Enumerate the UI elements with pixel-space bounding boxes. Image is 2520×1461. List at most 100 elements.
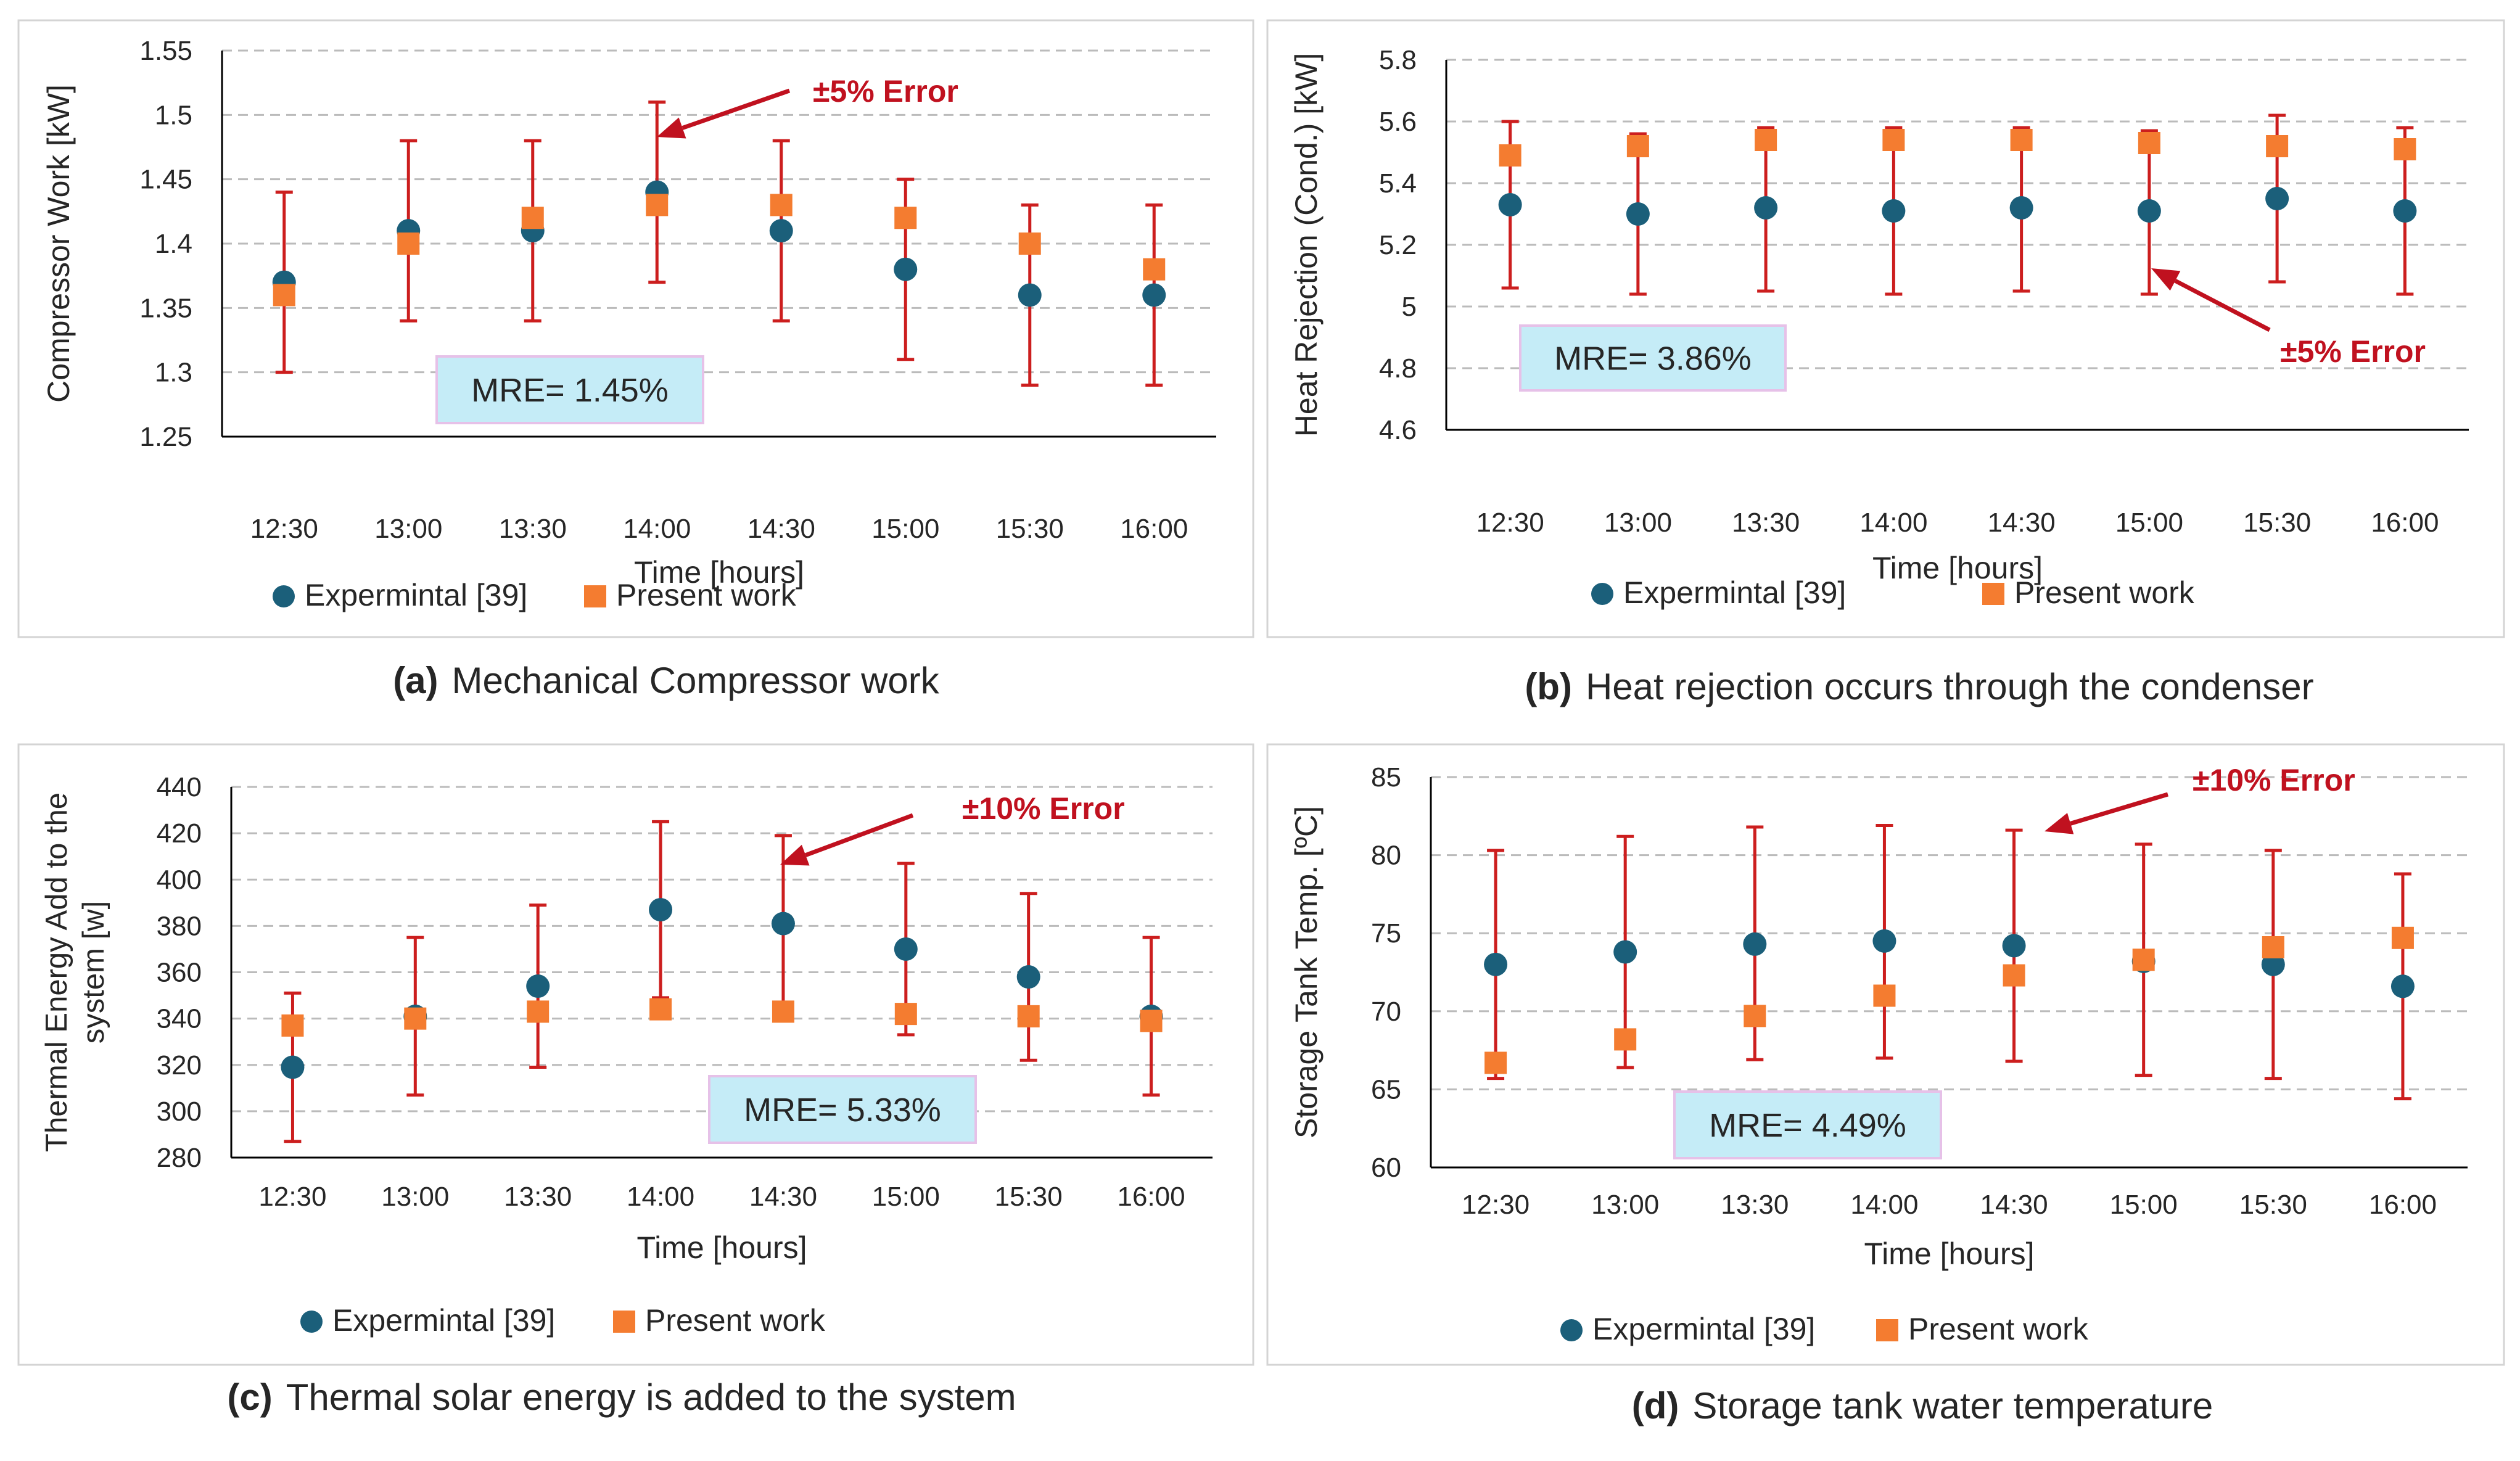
present-work-point xyxy=(894,1003,917,1026)
experimental-point xyxy=(1626,202,1650,226)
annotation-arrow-head xyxy=(2044,813,2074,834)
present-work-point xyxy=(1143,258,1166,281)
present-work-point xyxy=(2003,964,2025,987)
experimental-point xyxy=(1498,193,1522,216)
chart-frame xyxy=(17,743,1254,1366)
legend-experimental-label: Expermintal [39] xyxy=(305,578,527,612)
present-work-point xyxy=(2138,132,2160,154)
y-tick-label: 440 xyxy=(157,772,202,802)
present-work-point xyxy=(2391,926,2414,949)
x-tick-label: 13:30 xyxy=(504,1182,572,1212)
experimental-point xyxy=(894,937,918,961)
panel-caption: (d) Storage tank water temperature xyxy=(1632,1385,2213,1426)
present-work-point xyxy=(770,194,793,216)
y-axis-title: Heat Rejection (Cond.) [kW] xyxy=(1289,53,1324,437)
panel-caption: (b) Heat rejection occurs through the con… xyxy=(1525,666,2313,707)
mre-label: MRE= 3.86% xyxy=(1554,340,1752,377)
x-tick-label: 14:00 xyxy=(623,514,691,544)
y-tick-label: 1.45 xyxy=(139,165,192,195)
x-tick-label: 12:30 xyxy=(1476,508,1544,538)
experimental-point xyxy=(281,1055,305,1079)
error-annotation: ±5% Error xyxy=(2280,334,2426,369)
caption-letter: (a) xyxy=(393,660,438,701)
legend-experimental-marker xyxy=(1591,583,1613,605)
legend-present-marker xyxy=(613,1311,635,1333)
present-work-point xyxy=(894,207,917,229)
x-axis-title: Time [hours] xyxy=(634,555,804,590)
caption-letter: (d) xyxy=(1632,1385,1679,1426)
error-annotation: ±10% Error xyxy=(2193,763,2355,797)
present-work-point xyxy=(1017,1005,1040,1027)
y-tick-label: 75 xyxy=(1371,918,1401,949)
legend-experimental-label: Expermintal [39] xyxy=(1623,575,1846,610)
present-work-point xyxy=(273,284,295,307)
annotation-arrow-head xyxy=(657,117,686,139)
y-tick-label: 380 xyxy=(157,911,202,941)
present-work-point xyxy=(2262,936,2284,958)
caption-text: Heat rejection occurs through the conden… xyxy=(1586,666,2314,707)
x-tick-label: 15:00 xyxy=(2115,508,2183,538)
y-tick-label: 5.2 xyxy=(1379,230,1417,260)
caption-letter: (c) xyxy=(227,1377,272,1418)
x-tick-label: 15:00 xyxy=(872,1182,940,1212)
legend-experimental-marker xyxy=(273,585,295,607)
caption-letter: (b) xyxy=(1525,666,1572,707)
experimental-point xyxy=(2137,199,2161,223)
y-axis-title-line: system [w] xyxy=(77,901,110,1043)
y-tick-label: 1.35 xyxy=(139,293,192,323)
x-tick-label: 14:00 xyxy=(1859,508,1927,538)
annotation-arrow-shaft xyxy=(805,813,914,857)
present-work-point xyxy=(1140,1010,1163,1032)
x-tick-label: 13:30 xyxy=(1732,508,1800,538)
present-work-point xyxy=(404,1007,427,1030)
x-axis-title: Time [hours] xyxy=(1872,551,2043,585)
experimental-point xyxy=(1743,932,1767,956)
y-tick-label: 360 xyxy=(157,958,202,988)
experimental-point xyxy=(771,912,795,936)
y-tick-label: 1.55 xyxy=(139,36,192,66)
annotation-arrow-shaft xyxy=(2174,279,2271,332)
legend: Expermintal [39] Present work xyxy=(1560,1312,2089,1346)
x-tick-label: 14:30 xyxy=(1988,508,2056,538)
present-work-point xyxy=(2394,138,2416,160)
x-tick-label: 13:00 xyxy=(1591,1190,1659,1220)
x-tick-label: 13:30 xyxy=(1721,1190,1789,1220)
y-tick-label: 1.4 xyxy=(155,229,192,259)
present-work-point xyxy=(1873,984,1896,1007)
experimental-point xyxy=(1882,199,1906,223)
experimental-point xyxy=(2009,196,2033,220)
y-axis-title: Storage Tank Temp. [ºC] xyxy=(1289,806,1324,1138)
chart-panel-c: 280 300 320 340 360 380 400 420 440 12:30 13:00 13:… xyxy=(17,743,1254,1366)
present-work-point xyxy=(1018,233,1041,255)
caption-text: Storage tank water temperature xyxy=(1692,1385,2213,1426)
y-tick-label: 80 xyxy=(1371,841,1401,871)
experimental-point xyxy=(526,974,550,998)
y-tick-label: 300 xyxy=(157,1097,202,1127)
x-tick-label: 15:00 xyxy=(871,514,939,544)
present-work-point xyxy=(2132,949,2155,971)
annotation-arrow-shaft xyxy=(681,88,791,130)
x-tick-label: 14:00 xyxy=(627,1182,694,1212)
mre-label: MRE= 1.45% xyxy=(471,372,669,409)
present-work-point xyxy=(1755,129,1777,151)
mre-box xyxy=(435,355,704,424)
experimental-point xyxy=(2002,934,2026,958)
x-tick-label: 15:00 xyxy=(2110,1190,2178,1220)
legend: Expermintal [39] Present work xyxy=(273,578,797,612)
experimental-point xyxy=(1754,196,1778,220)
panel-caption: (c) Thermal solar energy is added to the … xyxy=(227,1377,1016,1418)
annotation-arrow-head xyxy=(2151,268,2181,291)
x-tick-label: 13:30 xyxy=(499,514,567,544)
legend-present-marker xyxy=(1982,583,2004,605)
experimental-point xyxy=(1484,952,1508,976)
mre-box xyxy=(1519,324,1787,392)
legend-present-marker xyxy=(1876,1319,1898,1341)
x-tick-label: 14:30 xyxy=(749,1182,817,1212)
present-work-point xyxy=(2010,129,2033,151)
x-tick-label: 12:30 xyxy=(1462,1190,1530,1220)
y-tick-label: 1.25 xyxy=(139,422,192,452)
annotation-arrow-head xyxy=(780,844,810,866)
legend-present-label: Present work xyxy=(616,578,797,612)
experimental-point xyxy=(1613,940,1637,964)
